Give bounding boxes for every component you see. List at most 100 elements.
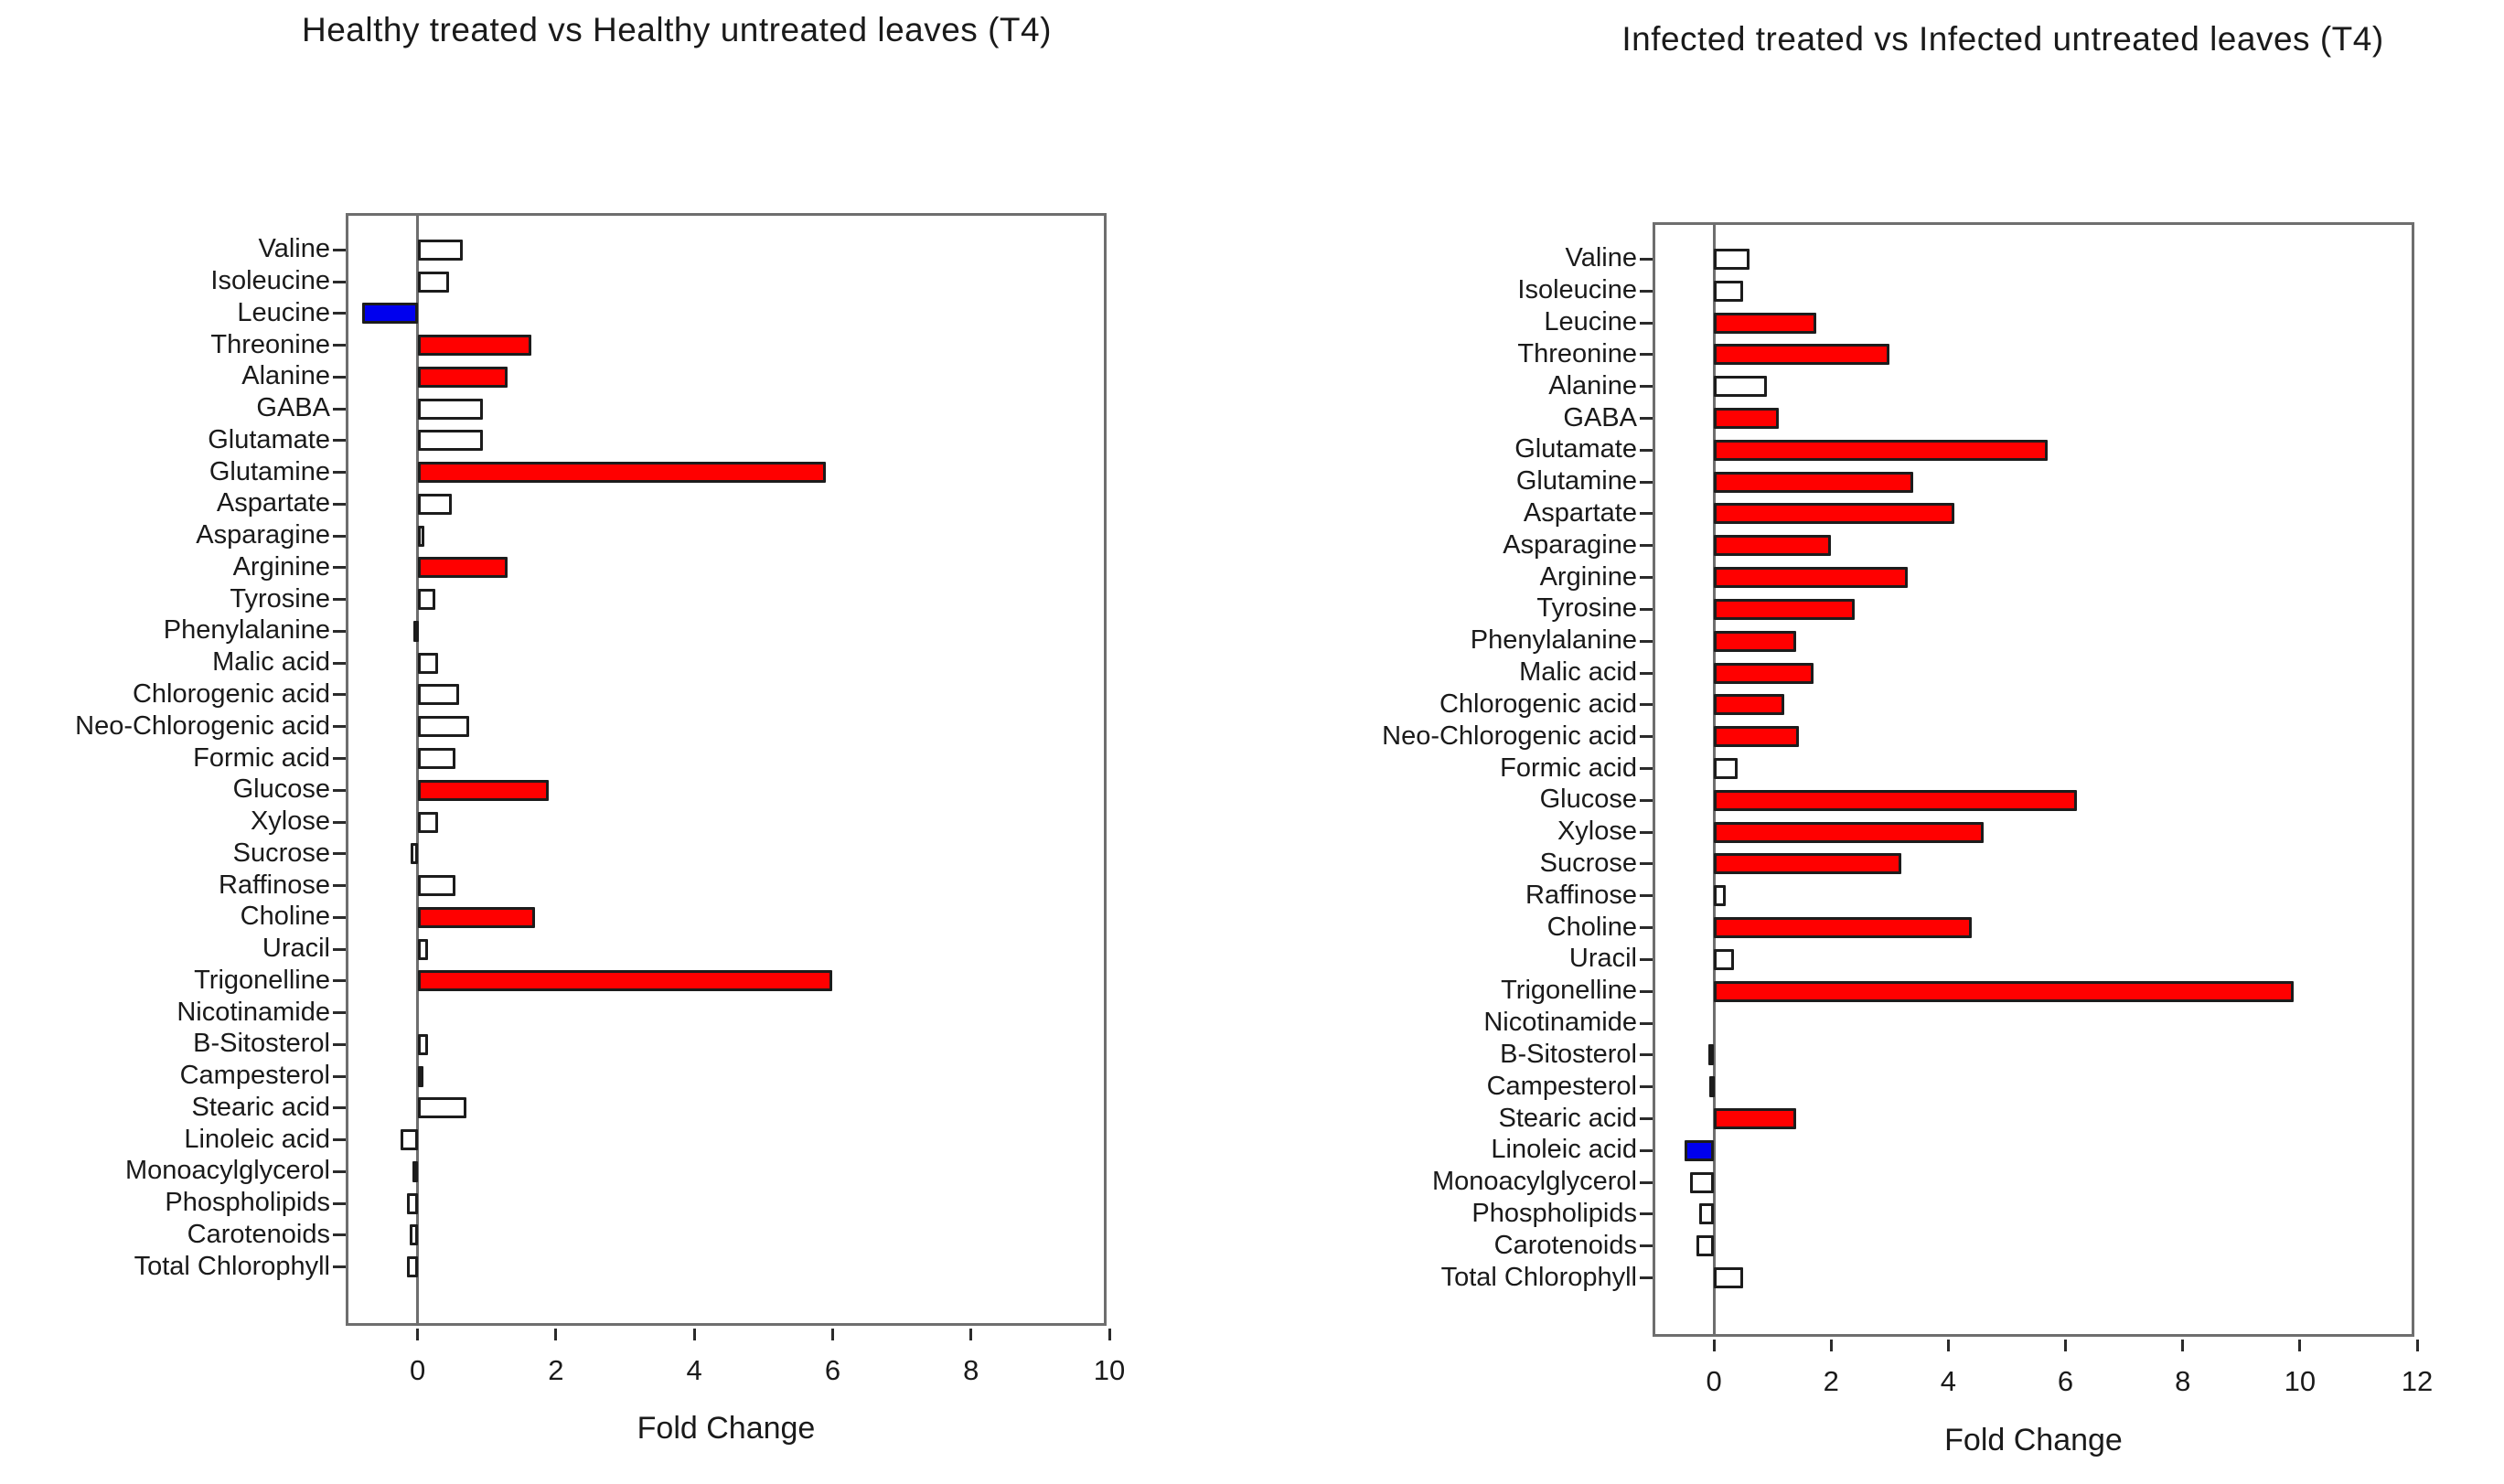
category-label: Alanine xyxy=(1548,370,1637,400)
bar xyxy=(417,1097,466,1119)
y-axis-tick xyxy=(333,661,346,665)
y-axis-tick xyxy=(1640,1085,1653,1089)
y-axis-tick xyxy=(333,1011,346,1015)
x-tick-label: 4 xyxy=(686,1354,702,1386)
category-label: Linoleic acid xyxy=(1491,1135,1637,1165)
x-axis-tick xyxy=(1946,1340,1950,1351)
category-label: Phenylalanine xyxy=(1470,625,1637,656)
y-axis-tick xyxy=(1640,576,1653,580)
x-tick-label: 10 xyxy=(1093,1354,1126,1386)
bar xyxy=(417,589,435,611)
bar xyxy=(417,1065,423,1087)
x-axis-tick xyxy=(1108,1329,1111,1340)
bar xyxy=(1714,980,2295,1002)
category-label: Total Chlorophyll xyxy=(134,1251,330,1281)
bar xyxy=(417,906,536,928)
bar xyxy=(1714,948,1735,970)
y-axis-tick xyxy=(1640,257,1653,261)
bar xyxy=(1707,1044,1715,1066)
x-axis-tick xyxy=(554,1329,558,1340)
x-axis-tick xyxy=(692,1329,696,1340)
y-axis-tick xyxy=(1640,989,1653,993)
y-axis-tick xyxy=(333,915,346,919)
bar xyxy=(417,811,439,833)
right-xaxis-label: Fold Change xyxy=(1944,1423,2123,1457)
y-axis-tick xyxy=(333,852,346,856)
y-axis-tick xyxy=(333,502,346,506)
y-axis-tick xyxy=(1640,448,1653,452)
y-axis-tick xyxy=(333,979,346,983)
bar xyxy=(1714,885,1726,907)
y-axis-tick xyxy=(333,884,346,888)
bar xyxy=(412,620,419,642)
right-chart-title: Infected treated vs Infected untreated l… xyxy=(1621,20,2384,58)
bar xyxy=(1714,503,1954,525)
category-label: Monoacylglycerol xyxy=(124,1156,330,1186)
bar xyxy=(1714,439,2049,461)
category-label: Campesterol xyxy=(1486,1071,1637,1101)
category-label: Sucrose xyxy=(1539,848,1637,878)
category-label: Neo-Chlorogenic acid xyxy=(75,710,330,741)
y-axis-tick xyxy=(1640,926,1653,930)
y-axis-tick xyxy=(1640,1276,1653,1280)
y-axis-tick xyxy=(1640,607,1653,611)
y-axis-tick xyxy=(1640,1244,1653,1248)
left-chart-plot: Valine Isoleucine Leucine Threonine Alanine G… xyxy=(75,213,1125,1386)
bar xyxy=(412,1160,419,1182)
category-label: GABA xyxy=(1563,402,1637,432)
category-label: Malic acid xyxy=(212,647,330,678)
bar xyxy=(1685,1139,1715,1161)
y-axis-tick xyxy=(333,820,346,824)
y-axis-tick xyxy=(333,280,346,283)
category-label: Phospholipids xyxy=(1471,1198,1637,1228)
bar xyxy=(417,970,833,992)
bar xyxy=(1709,1076,1716,1098)
category-label: Threonine xyxy=(1517,338,1637,368)
category-label: Leucine xyxy=(237,297,330,327)
y-axis-tick xyxy=(1640,1117,1653,1120)
bar xyxy=(1714,312,1817,334)
category-label: B-Sitosterol xyxy=(193,1029,330,1059)
y-axis-tick xyxy=(333,375,346,379)
bar xyxy=(411,843,418,865)
category-label: Total Chlorophyll xyxy=(1440,1262,1637,1292)
category-label: Glutamate xyxy=(1514,434,1637,464)
x-tick-label: 8 xyxy=(963,1354,979,1386)
category-label: Glutamine xyxy=(209,456,330,486)
x-tick-label: 4 xyxy=(1940,1365,1956,1397)
category-label: Tyrosine xyxy=(1536,593,1637,624)
y-axis-tick xyxy=(1640,1053,1653,1057)
bar xyxy=(417,652,439,674)
y-axis-tick xyxy=(333,471,346,475)
y-axis-tick xyxy=(1640,671,1653,675)
category-label: Trigonelline xyxy=(1501,976,1637,1006)
category-label: Uracil xyxy=(262,934,330,964)
bar xyxy=(417,716,470,738)
y-axis-tick xyxy=(1640,957,1653,961)
bar xyxy=(417,462,826,484)
category-label: Uracil xyxy=(1568,944,1637,974)
bar xyxy=(1714,821,1984,843)
y-axis-tick xyxy=(333,1201,346,1205)
x-tick-label: 6 xyxy=(824,1354,841,1386)
bar xyxy=(417,875,456,897)
bar xyxy=(1714,1108,1796,1129)
y-axis-tick xyxy=(1640,417,1653,420)
bar xyxy=(1714,789,2078,811)
bar xyxy=(407,1192,418,1214)
bar xyxy=(1714,694,1784,716)
category-label: Leucine xyxy=(1544,307,1637,337)
category-label: B-Sitosterol xyxy=(1500,1039,1637,1069)
bar xyxy=(1714,853,1902,875)
bar xyxy=(1714,248,1750,270)
bar xyxy=(417,938,428,960)
bar xyxy=(417,684,459,706)
y-axis-tick xyxy=(333,248,346,251)
category-label: GABA xyxy=(256,393,330,423)
x-axis-tick xyxy=(1829,1340,1833,1351)
y-axis-tick xyxy=(333,1074,346,1078)
bar xyxy=(417,493,453,515)
y-axis-tick xyxy=(1640,512,1653,516)
category-label: Linoleic acid xyxy=(184,1124,330,1154)
zero-line xyxy=(1712,225,1716,1334)
